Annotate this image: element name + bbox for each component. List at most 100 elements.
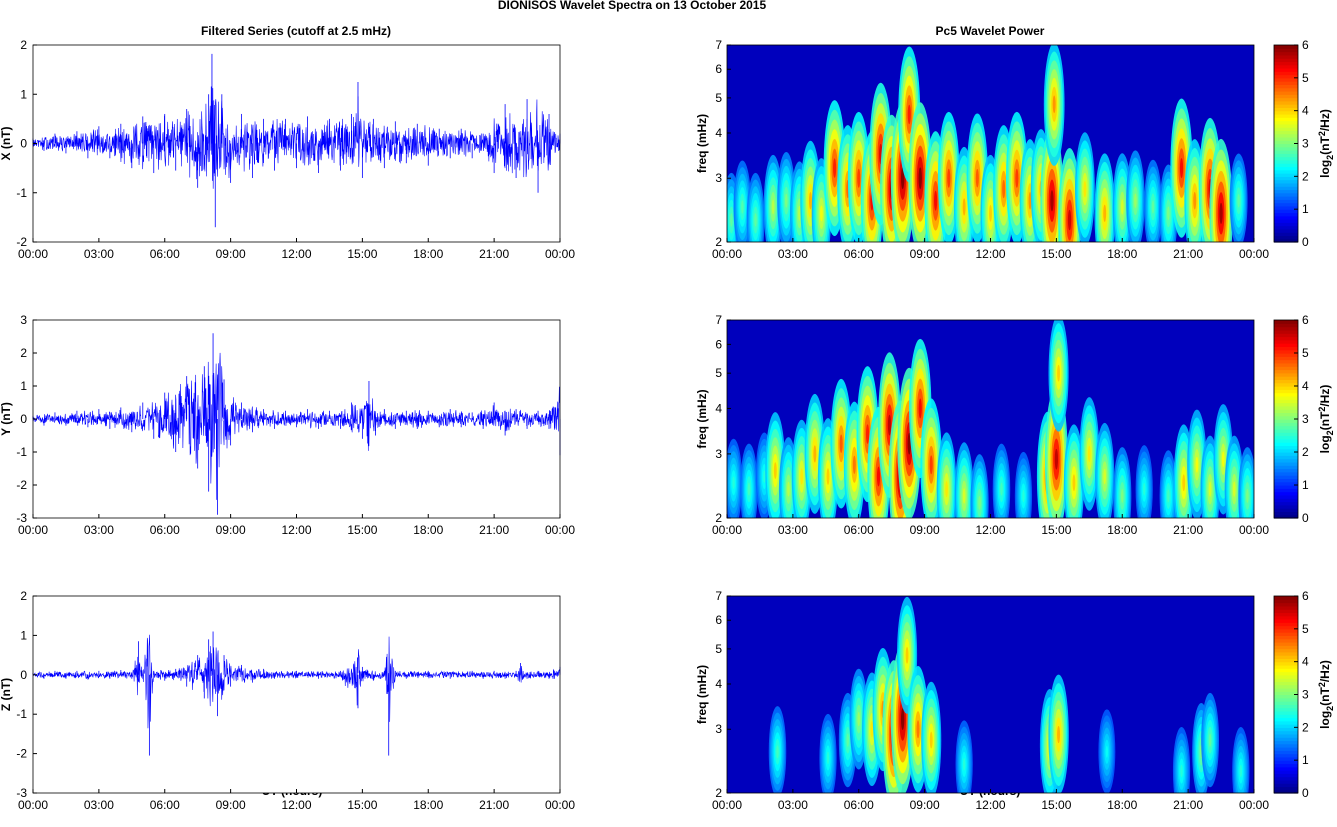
z-power-colorbar-cell [1274,612,1298,617]
y-power-colorbar-cell [1274,415,1298,420]
y-power-colorbar-cell [1274,438,1298,443]
y-power-power-blob [1103,468,1107,485]
z-power-colorbar-tick-label: 1 [1302,753,1309,767]
y-power-power-blob [1208,481,1212,497]
x-power-y-tick-label: 5 [715,91,722,105]
y-power-colorbar-cell [1274,491,1298,496]
z-power-colorbar-cell [1274,714,1298,719]
y-power-power-blob [826,468,830,485]
x-power-power-blob [1120,199,1124,215]
y-power-colorbar-cell [1274,485,1298,489]
z-power-colorbar-cell [1274,786,1298,791]
z-series-x-tick-label: 15:00 [347,798,377,812]
z-power-colorbar-cell [1274,766,1298,771]
x-power-power-blob [771,199,775,215]
y-power-colorbar-tick-label: 5 [1302,346,1309,360]
z-power-colorbar-tick-label: 3 [1302,688,1309,702]
x-series-y-tick-label: -1 [16,186,27,200]
y-series-y-tick-label: -2 [16,478,27,492]
x-power-x-tick-label: 21:00 [1173,247,1203,261]
z-power-power-blob [916,720,920,739]
y-power-power-blob [1246,488,1249,503]
x-series-x-tick-label: 15:00 [347,247,377,261]
x-power-colorbar-cell [1274,133,1298,138]
z-power-x-tick-label: 00:00 [712,798,742,812]
z-power-colorbar-label: log2(nT2/Hz) [1317,660,1335,729]
z-series-y-tick-label: -1 [16,707,27,721]
x-power-power-blob [918,167,922,190]
x-power-power-blob [900,167,905,190]
y-power-power-blob [978,495,981,510]
x-power-colorbar-cell [1274,97,1298,102]
y-power-colorbar-cell [1274,435,1298,440]
y-power-colorbar-cell [1274,508,1298,512]
y-series-x-tick-label: 09:00 [216,523,246,537]
z-power-colorbar-cell [1274,743,1298,748]
x-power-power-blob [754,213,757,227]
y-power-colorbar-cell [1274,465,1298,470]
y-power-colorbar-cell [1274,356,1298,361]
z-power-colorbar-cell [1274,678,1298,682]
x-power-power-blob [975,168,979,188]
y-power-y-tick-label: 2 [715,511,722,525]
x-power-power-blob [784,193,788,208]
z-power-colorbar-cell [1274,638,1298,643]
z-power-colorbar-cell [1274,701,1298,705]
y-power-colorbar-cell [1274,402,1298,407]
x-power-colorbar-cell [1274,67,1298,72]
y-series-x-tick-label: 00:00 [545,523,575,537]
x-power-x-tick-label: 18:00 [1107,247,1137,261]
x-power-y-tick-label: 7 [715,38,722,52]
x-power-power-blob [1237,194,1240,208]
y-power-colorbar-cell [1274,432,1298,437]
z-power-colorbar-cell [1274,756,1298,761]
y-power-colorbar-cell [1274,362,1298,367]
y-power-x-tick-label: 06:00 [844,523,874,537]
z-power-power-blob [1180,764,1183,778]
y-series-y-label: Y (nT) [0,402,13,436]
y-power-colorbar-cell [1274,419,1298,423]
y-power-colorbar-cell [1274,428,1298,433]
z-power-colorbar-cell [1274,704,1298,709]
x-power-colorbar-tick-label: 3 [1302,137,1309,151]
z-power-power-blob [962,758,966,771]
y-power-x-tick-label: 03:00 [778,523,808,537]
x-series-x-tick-label: 06:00 [150,247,180,261]
x-power-colorbar-cell [1274,51,1298,56]
z-power-colorbar-cell [1274,776,1298,781]
x-power-colorbar-cell [1274,212,1298,217]
y-power-colorbar-cell [1274,475,1298,479]
z-power-colorbar-cell [1274,674,1298,679]
z-power-power-blob [1239,764,1243,778]
x-power-y-tick-label: 3 [715,171,722,185]
y-power-power-map [727,320,1254,518]
z-power-colorbar-cell [1274,724,1298,728]
z-power-y-tick-label: 5 [715,642,722,656]
x-power-colorbar-cell [1274,94,1298,99]
z-power-colorbar-cell [1274,789,1298,794]
y-power-power-blob [865,424,870,444]
x-power-colorbar-cell [1274,120,1298,125]
y-power-y-tick-label: 7 [715,313,722,327]
x-power-power-blob [1050,190,1054,212]
x-power-colorbar-tick-label: 2 [1302,169,1309,183]
x-power-colorbar-cell [1274,64,1298,69]
y-power-colorbar-cell [1274,501,1298,506]
y-power-colorbar-cell [1274,369,1298,374]
x-series-panel: -2 -1 0 1 2 00:00 03:00 06:00 09:00 12:00 15:00 18:… [0,38,575,261]
y-series-panel: -3 -2 -1 0 1 2 3 00:00 03:00 06:00 09:00 12:00 15:00… [0,313,575,537]
z-power-colorbar-cell [1274,668,1298,673]
x-power-colorbar-cell [1274,153,1298,158]
z-power-power-blob [776,745,779,759]
z-power-colorbar-cell [1274,687,1298,692]
y-power-colorbar-cell [1274,425,1298,430]
z-power-colorbar-cell [1274,727,1298,732]
y-power-colorbar-cell [1274,372,1298,377]
z-power-colorbar-cell [1274,635,1298,640]
x-series-y-label: X (nT) [0,127,13,161]
y-power-power-blob [732,476,735,490]
x-power-colorbar-cell [1274,222,1298,227]
x-power-colorbar-cell [1274,77,1298,82]
z-series-plot-area [33,596,560,793]
z-series-x-tick-label: 00:00 [545,798,575,812]
